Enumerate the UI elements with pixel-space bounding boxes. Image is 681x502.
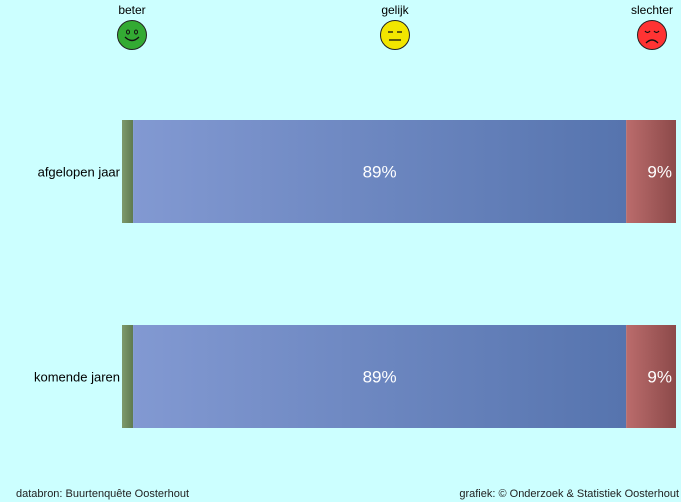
legend-label-slechter: slechter: [630, 3, 674, 17]
category-label: afgelopen jaar: [38, 165, 121, 180]
neutral-face-icon: [380, 20, 410, 50]
bar-segment-beter: [122, 120, 134, 223]
data-label-slechter: 9%: [647, 163, 672, 182]
bar-segment-slechter: [626, 325, 676, 428]
bar-segment-gelijk: [133, 120, 627, 223]
data-label-slechter: 9%: [647, 368, 672, 387]
legend-label-gelijk: gelijk: [381, 3, 409, 17]
bar-segment-gelijk: [133, 325, 627, 428]
chart-credit-note: grafiek: © Onderzoek & Statistiek Ooster…: [459, 488, 679, 500]
data-label-gelijk: 89%: [363, 163, 397, 182]
category-label: komende jaren: [34, 370, 120, 385]
bar-segment-slechter: [626, 120, 676, 223]
data-source-note: databron: Buurtenquête Oosterhout: [16, 488, 190, 500]
legend-item-slechter: slechter: [622, 3, 681, 51]
bar-segment-beter: [122, 325, 134, 428]
legend-item-gelijk: gelijk: [375, 3, 415, 51]
happy-face-icon: [117, 20, 147, 50]
sad-face-icon: [637, 20, 667, 50]
data-label-gelijk: 89%: [363, 368, 397, 387]
legend-label-beter: beter: [118, 3, 146, 17]
legend-item-beter: beter: [114, 3, 150, 51]
